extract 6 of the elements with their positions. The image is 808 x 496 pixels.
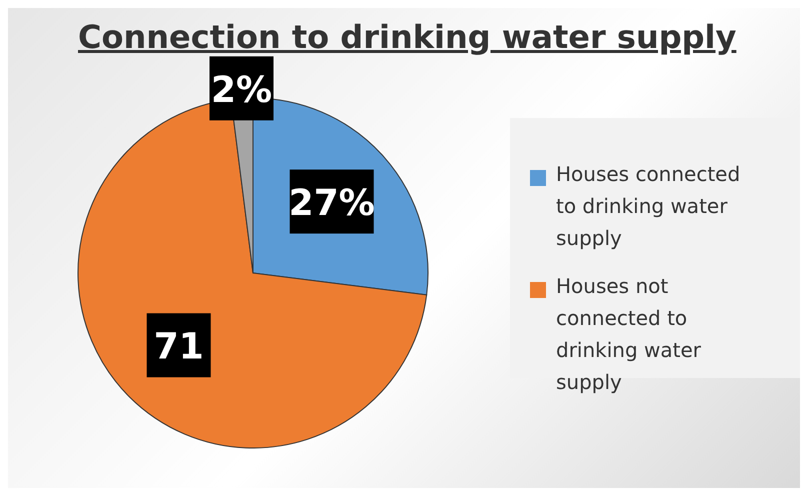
data-label: 71 bbox=[154, 326, 204, 368]
data-label: 27% bbox=[288, 183, 375, 224]
data-label: 2% bbox=[210, 70, 272, 111]
chart-title: Connection to drinking water supply bbox=[78, 18, 736, 56]
legend-label: Houses connected to drinking water supply bbox=[556, 161, 742, 252]
legend-label: Houses not connected to drinking water supply bbox=[556, 273, 702, 396]
